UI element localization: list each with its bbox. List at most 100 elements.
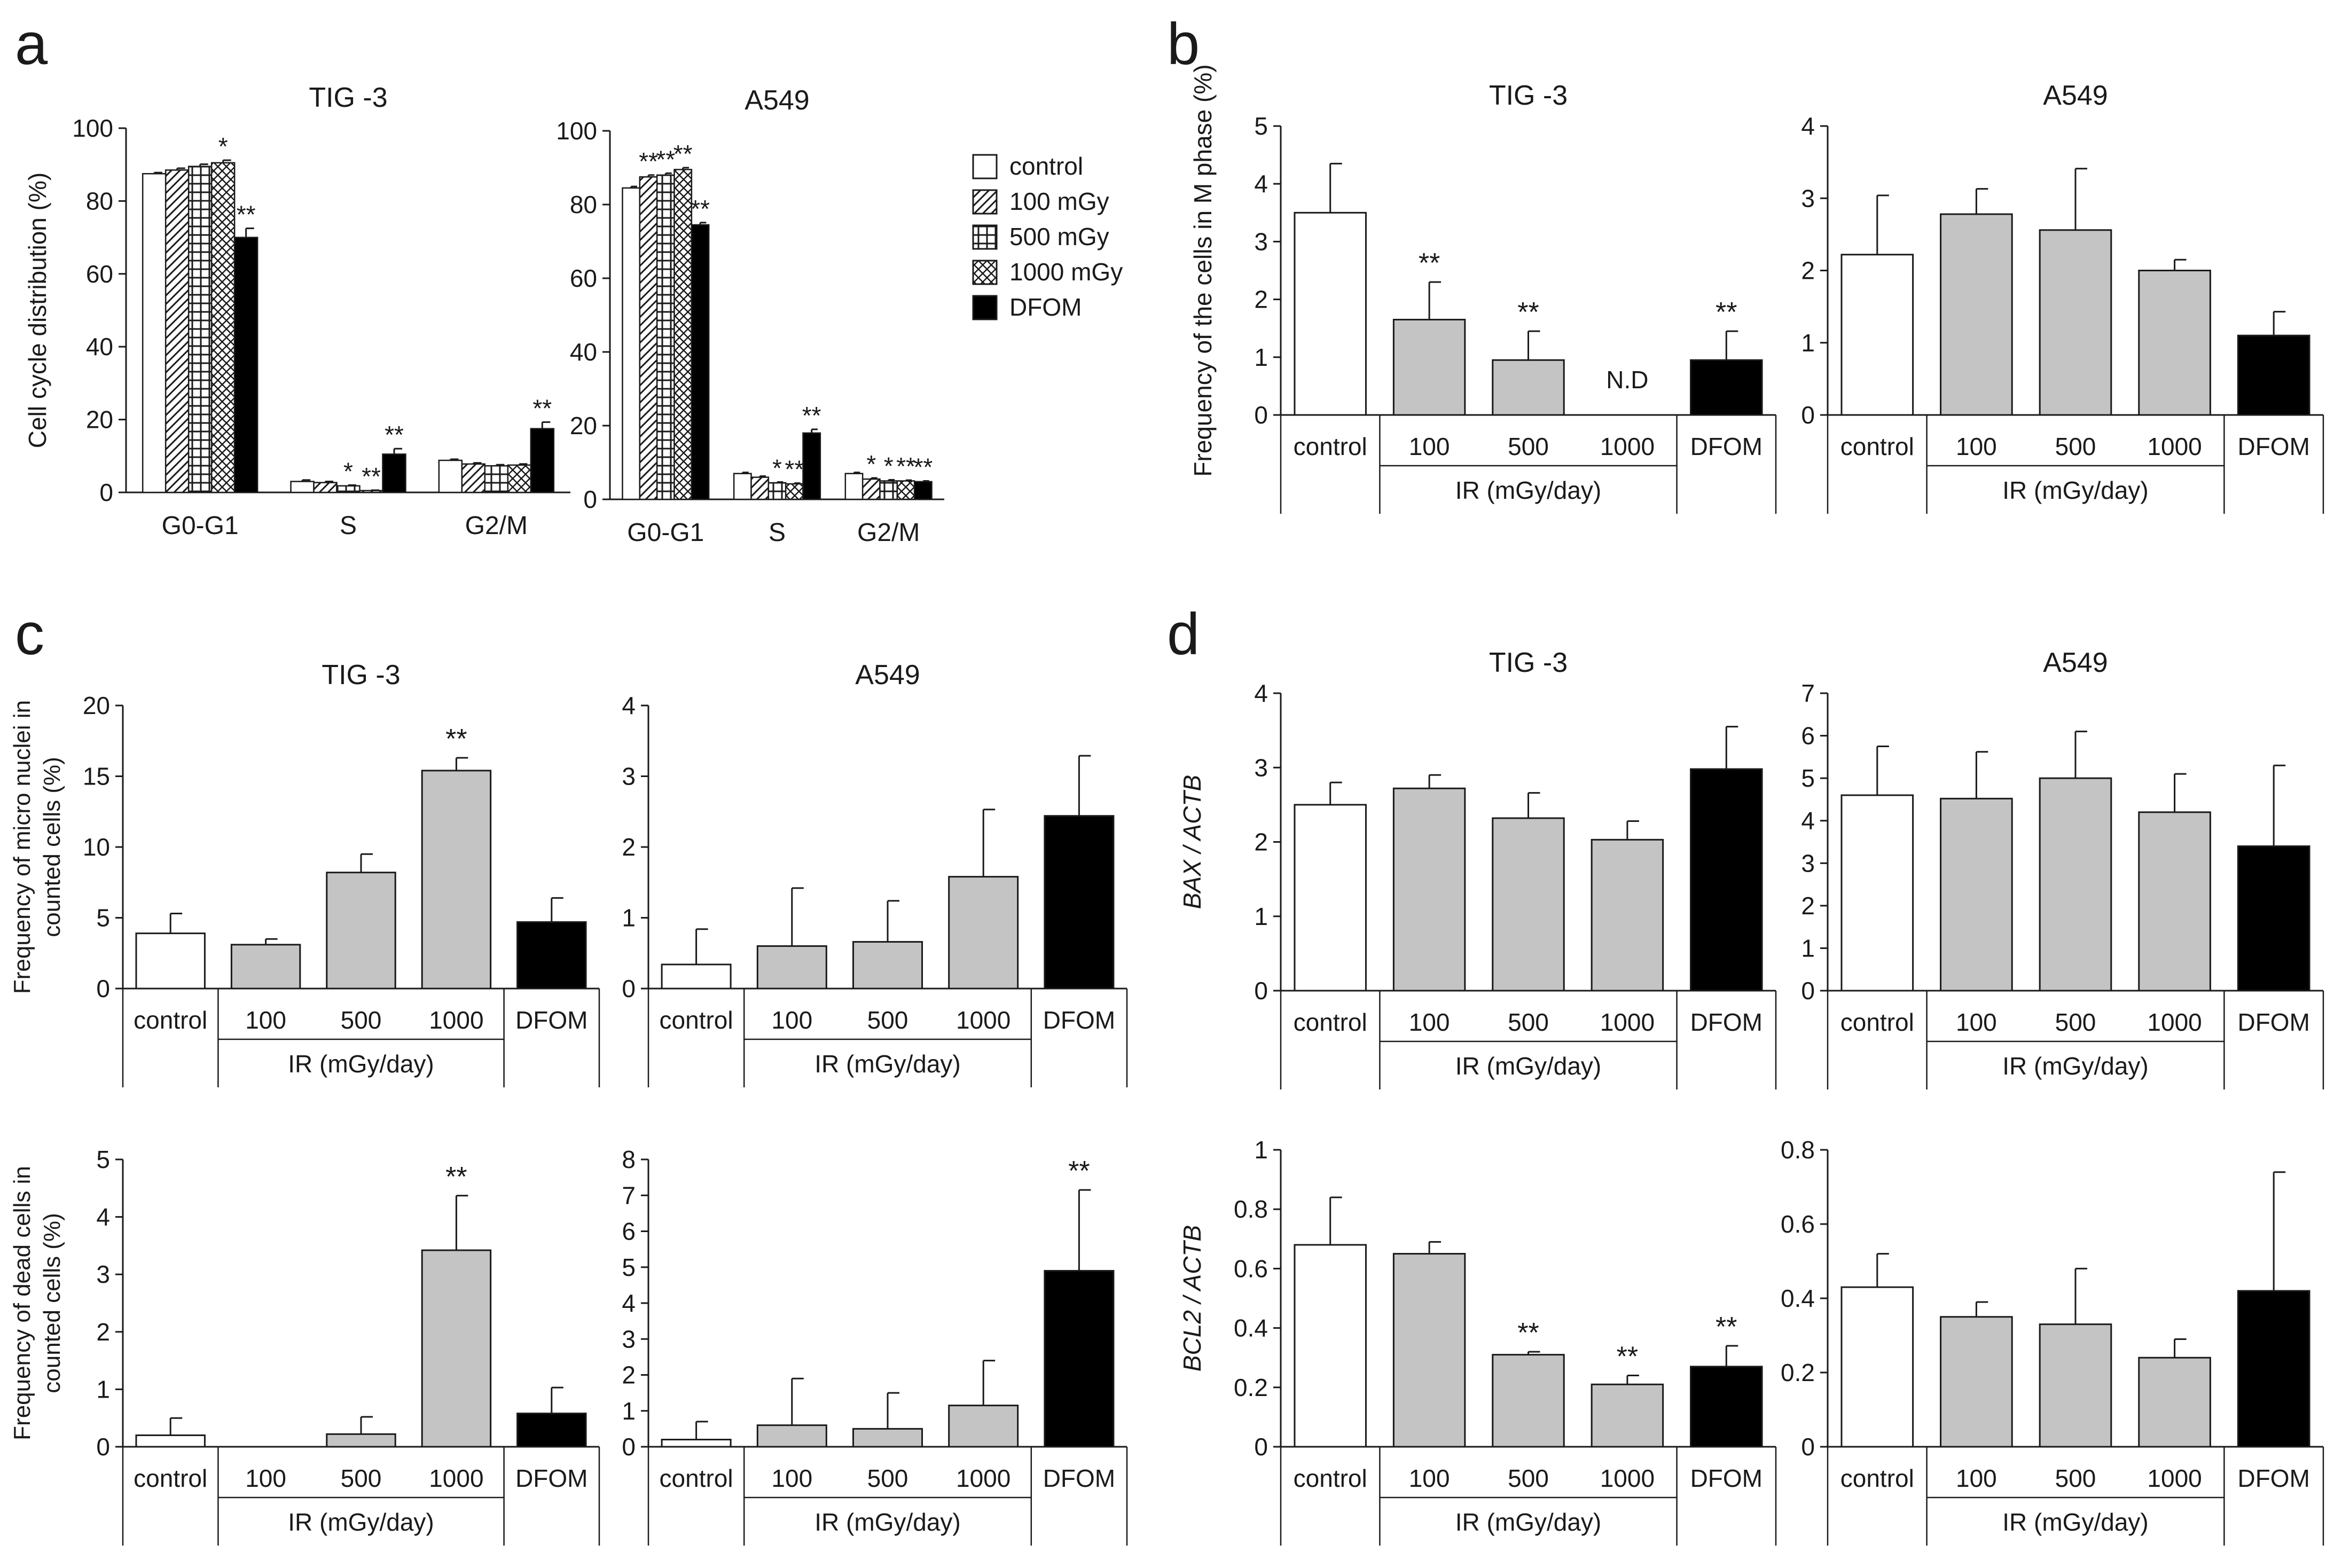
c-a549-micro-title: A549 — [855, 660, 920, 691]
c-tig3-dead-group-label: IR (mGy/day) — [288, 1508, 434, 1536]
b-a549-category-label-500: 500 — [2055, 433, 2096, 460]
a-a549-significance-marker: ** — [802, 402, 821, 429]
d-a549-bax-category-label-100: 100 — [1956, 1008, 1997, 1036]
d-tig3-bax-category-label-control: control — [1294, 1008, 1367, 1036]
b-a549-y-tick-label: 4 — [1801, 112, 1815, 140]
d-tig3-bax-category-label-1000: 1000 — [1600, 1008, 1655, 1036]
b-tig3-category-label-control: control — [1294, 433, 1367, 460]
chart-c-tig3-dead: 0 1 2 3 4 5 Frequency of dead cells in counted … — [9, 1146, 600, 1546]
d-tig3-bax-category-label-dfom: DFOM — [1690, 1008, 1762, 1036]
d-a549-bcl2-category-label-500: 500 — [2055, 1464, 2096, 1492]
a-a549-bar-g0-g1-100-mgy — [639, 176, 658, 500]
a-tig3-bar-g0-g1-100-mgy — [164, 169, 190, 493]
a-tig3-bar-g0-g1-control — [142, 173, 167, 493]
legend: control 100 mGy 500 mGy 1000 mGy DFOM — [972, 152, 1123, 321]
a-a549-bar-g2-m-500-mgy — [879, 480, 898, 500]
chart-d-a549-bcl2: 0 0.2 0.4 0.6 0.8 control 100 500 1000 DFOM IR (mG… — [1781, 1136, 2324, 1546]
b-a549-category-label-1000: 1000 — [2147, 433, 2202, 460]
d-tig3-bax-bar-500 — [1492, 817, 1565, 992]
d-tig3-bcl2-category-label-1000: 1000 — [1600, 1464, 1655, 1492]
b-tig3-category-label-100: 100 — [1409, 433, 1450, 460]
d-tig3-bax-bar-1000 — [1591, 838, 1664, 992]
a-a549-significance-marker: * — [866, 450, 876, 478]
a-a549-bar-s-control — [733, 473, 752, 500]
legend-item-dfom: DFOM — [972, 293, 1082, 321]
c-tig3-dead-y-label-line: Frequency of dead cells in — [9, 1166, 35, 1440]
c-a549-micro-bar-dfom — [1044, 815, 1115, 990]
c-a549-micro-y-tick-label: 3 — [622, 763, 636, 790]
a-tig3-category-label-s: S — [340, 512, 357, 540]
a-a549-significance-marker: ** — [656, 145, 675, 173]
d-a549-bcl2-category-label-1000: 1000 — [2147, 1464, 2202, 1492]
a-a549-y-tick-label: 0 — [583, 485, 597, 513]
d-a549-bax-title: A549 — [2043, 647, 2108, 678]
a-tig3-y-tick-label: 40 — [86, 333, 113, 360]
c-tig3-dead-category-label-100: 100 — [245, 1464, 286, 1492]
legend-label-control: control — [1009, 152, 1083, 180]
a-a549-category-label-g0-g1: G0-G1 — [627, 519, 704, 547]
panel-label-d: d — [1167, 601, 1200, 667]
d-a549-bax-y-tick-label: 5 — [1801, 764, 1815, 792]
d-a549-bax-category-label-1000: 1000 — [2147, 1008, 2202, 1036]
d-tig3-bax-y-tick-label: 3 — [1254, 754, 1268, 781]
c-a549-dead-y-tick-label: 5 — [622, 1253, 636, 1281]
a-tig3-y-tick-label: 100 — [72, 114, 113, 142]
c-a549-dead-bar-1000 — [948, 1405, 1019, 1448]
chart-c-tig3-micro: TIG -3 0 5 10 15 20 Frequency of micro nuclei … — [9, 660, 600, 1087]
d-tig3-bax-bar-control — [1294, 804, 1367, 992]
a-a549-significance-marker: * — [884, 452, 894, 480]
a-a549-bar-g0-g1-control — [622, 187, 641, 500]
chart-a-tig3: TIG -3 0 20 40 60 80 100 Cell cycle distributio… — [24, 82, 570, 540]
c-a549-dead-y-tick-label: 8 — [622, 1146, 636, 1173]
b-a549-bar-control — [1840, 254, 1914, 416]
d-a549-bax-category-label-500: 500 — [2055, 1008, 2096, 1036]
a-a549-significance-marker: ** — [913, 453, 933, 481]
c-tig3-micro-title: TIG -3 — [322, 660, 400, 691]
d-a549-bcl2-y-tick-label: 0.8 — [1781, 1136, 1815, 1164]
a-a549-bar-s-500-mgy — [767, 482, 787, 500]
c-a549-dead-group-label: IR (mGy/day) — [814, 1508, 960, 1536]
c-tig3-dead-y-label-line: counted cells (%) — [39, 1213, 65, 1393]
d-tig3-bcl2-category-label-dfom: DFOM — [1690, 1464, 1762, 1492]
a-tig3-significance-marker: * — [343, 457, 353, 485]
c-a549-micro-category-label-500: 500 — [867, 1006, 908, 1034]
c-tig3-dead-y-tick-label: 2 — [96, 1318, 110, 1346]
c-tig3-micro-bar-100 — [230, 944, 301, 990]
d-tig3-bax-y-tick-label: 4 — [1254, 679, 1268, 707]
c-a549-dead-category-label-100: 100 — [771, 1464, 812, 1492]
a-a549-category-label-s: S — [769, 519, 786, 547]
d-a549-bax-y-tick-label: 2 — [1801, 892, 1815, 920]
c-a549-dead-y-tick-label: 3 — [622, 1325, 636, 1353]
legend-item-control: control — [972, 152, 1083, 180]
c-tig3-micro-y-tick-label: 5 — [96, 904, 110, 932]
c-tig3-micro-y-label-line: counted cells (%) — [39, 757, 65, 937]
c-tig3-micro-category-label-dfom: DFOM — [515, 1006, 588, 1034]
a-tig3-category-label-g2-m: G2/M — [465, 512, 528, 540]
a-tig3-y-tick-label: 0 — [99, 479, 113, 506]
d-a549-bcl2-bar-dfom — [2237, 1290, 2310, 1448]
d-tig3-bcl2-bar-dfom — [1690, 1366, 1763, 1448]
b-a549-y-tick-label: 3 — [1801, 184, 1815, 212]
a-tig3-y-tick-label: 20 — [86, 406, 113, 434]
panel-label-a: a — [15, 11, 48, 77]
a-a549-bar-s-100-mgy — [750, 476, 770, 500]
d-tig3-bcl2-bar-control — [1294, 1244, 1367, 1448]
chart-b-tig3: TIG -3 0 1 2 3 4 5 Frequency of the cells in M … — [1189, 64, 1777, 514]
a-tig3-bar-g2-m-100-mgy — [461, 463, 486, 493]
c-tig3-micro-category-label-100: 100 — [245, 1006, 286, 1034]
d-a549-bax-y-tick-label: 0 — [1801, 977, 1815, 1005]
d-tig3-bax-y-tick-label: 0 — [1254, 977, 1268, 1005]
c-tig3-dead-category-label-500: 500 — [341, 1464, 382, 1492]
d-a549-bax-y-tick-label: 3 — [1801, 849, 1815, 877]
panel-label-c: c — [15, 601, 44, 667]
d-a549-bax-bar-500 — [2039, 777, 2112, 992]
c-a549-dead-y-tick-label: 0 — [622, 1433, 636, 1461]
d-a549-bax-bar-control — [1840, 794, 1914, 992]
c-a549-micro-bar-1000 — [948, 876, 1019, 990]
a-a549-significance-marker: ** — [785, 456, 804, 483]
a-a549-bar-g0-g1-dfom — [691, 224, 710, 500]
b-a549-category-label-control: control — [1840, 433, 1914, 460]
b-tig3-title: TIG -3 — [1489, 80, 1568, 111]
chart-d-tig3-bcl2: 0 0.2 0.4 0.6 0.8 1 BCL2 / ACTB ** ** ** control 10… — [1178, 1136, 1777, 1546]
